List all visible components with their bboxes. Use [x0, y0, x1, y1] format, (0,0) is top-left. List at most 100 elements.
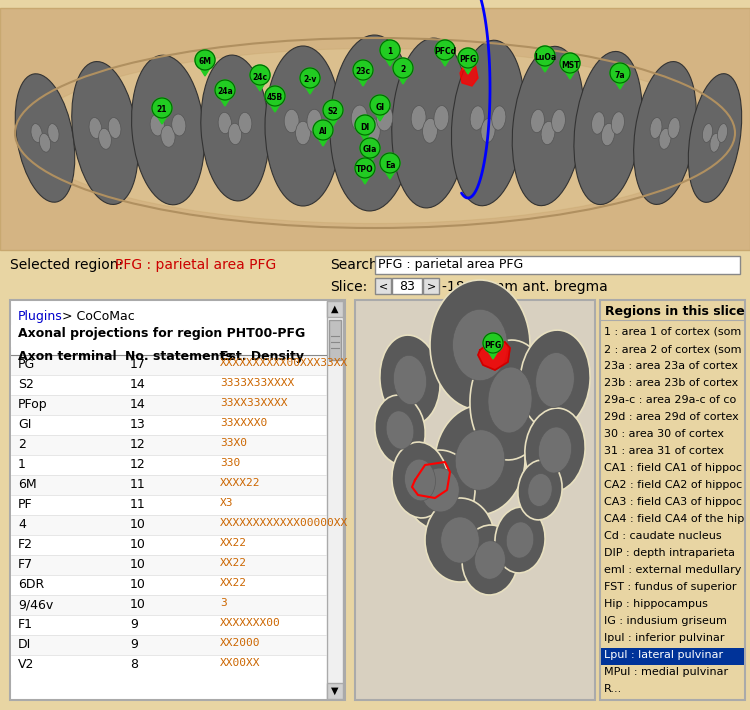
Text: <: < [378, 281, 388, 291]
Ellipse shape [330, 35, 414, 211]
Polygon shape [398, 76, 408, 84]
Bar [327, 683, 343, 699]
Polygon shape [157, 116, 167, 124]
Text: 10: 10 [130, 538, 146, 551]
Text: Slice:: Slice: [330, 280, 368, 294]
Text: AI: AI [319, 128, 327, 136]
Text: 12: 12 [130, 458, 146, 471]
Text: CA2 : field CA2 of hippoc: CA2 : field CA2 of hippoc [604, 480, 742, 490]
Text: DI: DI [18, 638, 32, 651]
Text: 10: 10 [130, 578, 146, 591]
Text: 6M: 6M [199, 58, 211, 67]
Text: PFG : parietal area PFG: PFG : parietal area PFG [378, 258, 524, 271]
Ellipse shape [376, 105, 393, 131]
Circle shape [483, 333, 503, 353]
Text: 31 : area 31 of cortex: 31 : area 31 of cortex [604, 446, 724, 456]
Text: Lpul : lateral pulvinar: Lpul : lateral pulvinar [604, 650, 723, 660]
Ellipse shape [425, 498, 495, 582]
Bar [11, 475, 326, 495]
Ellipse shape [380, 335, 440, 425]
Bar [11, 455, 326, 475]
Circle shape [265, 86, 285, 106]
Ellipse shape [31, 124, 42, 143]
Text: Est. Density: Est. Density [220, 350, 304, 363]
Text: 3333X33XXXX: 3333X33XXXX [220, 378, 294, 388]
Text: >: > [426, 281, 436, 291]
Text: 23b : area 23b of cortex: 23b : area 23b of cortex [604, 378, 738, 388]
Text: FST : fundus of superior: FST : fundus of superior [604, 582, 736, 592]
Ellipse shape [351, 105, 368, 131]
Bar [11, 325, 326, 347]
Text: 11: 11 [130, 478, 146, 491]
Ellipse shape [495, 507, 545, 573]
Text: 83: 83 [399, 280, 415, 293]
Text: 3: 3 [220, 598, 226, 608]
Ellipse shape [201, 55, 269, 201]
Circle shape [355, 115, 375, 135]
Text: GI: GI [18, 418, 32, 431]
Ellipse shape [650, 118, 662, 138]
Ellipse shape [40, 133, 50, 152]
Circle shape [353, 60, 373, 80]
Ellipse shape [541, 121, 555, 145]
Text: PFG : parietal area PFG: PFG : parietal area PFG [115, 258, 276, 272]
Circle shape [458, 48, 478, 68]
Ellipse shape [538, 427, 572, 473]
Ellipse shape [710, 133, 720, 152]
Text: No. statements: No. statements [125, 350, 232, 363]
Text: PFG: PFG [459, 55, 477, 65]
Text: 330: 330 [220, 458, 240, 468]
Polygon shape [255, 83, 265, 91]
Ellipse shape [462, 525, 518, 595]
Text: IG : indusium griseum: IG : indusium griseum [604, 616, 727, 626]
Text: 24c: 24c [253, 72, 268, 82]
Ellipse shape [392, 38, 468, 208]
Polygon shape [200, 68, 210, 76]
Text: 33XXXX0: 33XXXX0 [220, 418, 267, 428]
Ellipse shape [592, 111, 604, 134]
Bar [392, 278, 422, 294]
Text: 45B: 45B [267, 94, 283, 102]
Text: Plugins: Plugins [18, 310, 63, 323]
Text: 7a: 7a [615, 70, 626, 80]
Bar [11, 375, 326, 395]
Ellipse shape [364, 119, 380, 144]
Bar [327, 301, 343, 699]
Text: 1: 1 [387, 48, 393, 57]
Ellipse shape [488, 367, 532, 433]
Bar [11, 555, 326, 575]
Circle shape [152, 98, 172, 118]
Text: GIa: GIa [363, 146, 377, 155]
Text: F7: F7 [18, 558, 33, 571]
Polygon shape [270, 104, 280, 112]
Text: F1: F1 [18, 618, 33, 631]
Text: MST: MST [561, 60, 579, 70]
Text: XXXXXXX00: XXXXXXX00 [220, 618, 280, 628]
Polygon shape [328, 118, 338, 126]
Text: 29a-c : area 29a-c of co: 29a-c : area 29a-c of co [604, 395, 736, 405]
Ellipse shape [452, 310, 508, 381]
Text: DI: DI [360, 123, 370, 131]
Circle shape [393, 58, 413, 78]
Polygon shape [440, 58, 450, 66]
Text: Cd : caudate nucleus: Cd : caudate nucleus [604, 531, 722, 541]
Polygon shape [488, 351, 498, 359]
Text: 10: 10 [130, 518, 146, 531]
Text: CA3 : field CA3 of hippoc: CA3 : field CA3 of hippoc [604, 497, 742, 507]
Text: 4: 4 [18, 518, 26, 531]
Text: 13: 13 [130, 418, 146, 431]
Bar [375, 256, 740, 274]
Bar [11, 575, 326, 595]
Text: -18.45 mm ant. bregma: -18.45 mm ant. bregma [442, 280, 608, 294]
Ellipse shape [441, 517, 479, 563]
Polygon shape [463, 66, 473, 74]
Ellipse shape [611, 111, 625, 134]
Polygon shape [460, 63, 478, 86]
Bar [11, 415, 326, 435]
Ellipse shape [475, 541, 506, 579]
Bar [355, 300, 595, 700]
Bar [600, 300, 745, 700]
Text: Regions in this slice: Regions in this slice [605, 305, 745, 318]
Text: 30 : area 30 of cortex: 30 : area 30 of cortex [604, 429, 724, 439]
Circle shape [435, 40, 455, 60]
